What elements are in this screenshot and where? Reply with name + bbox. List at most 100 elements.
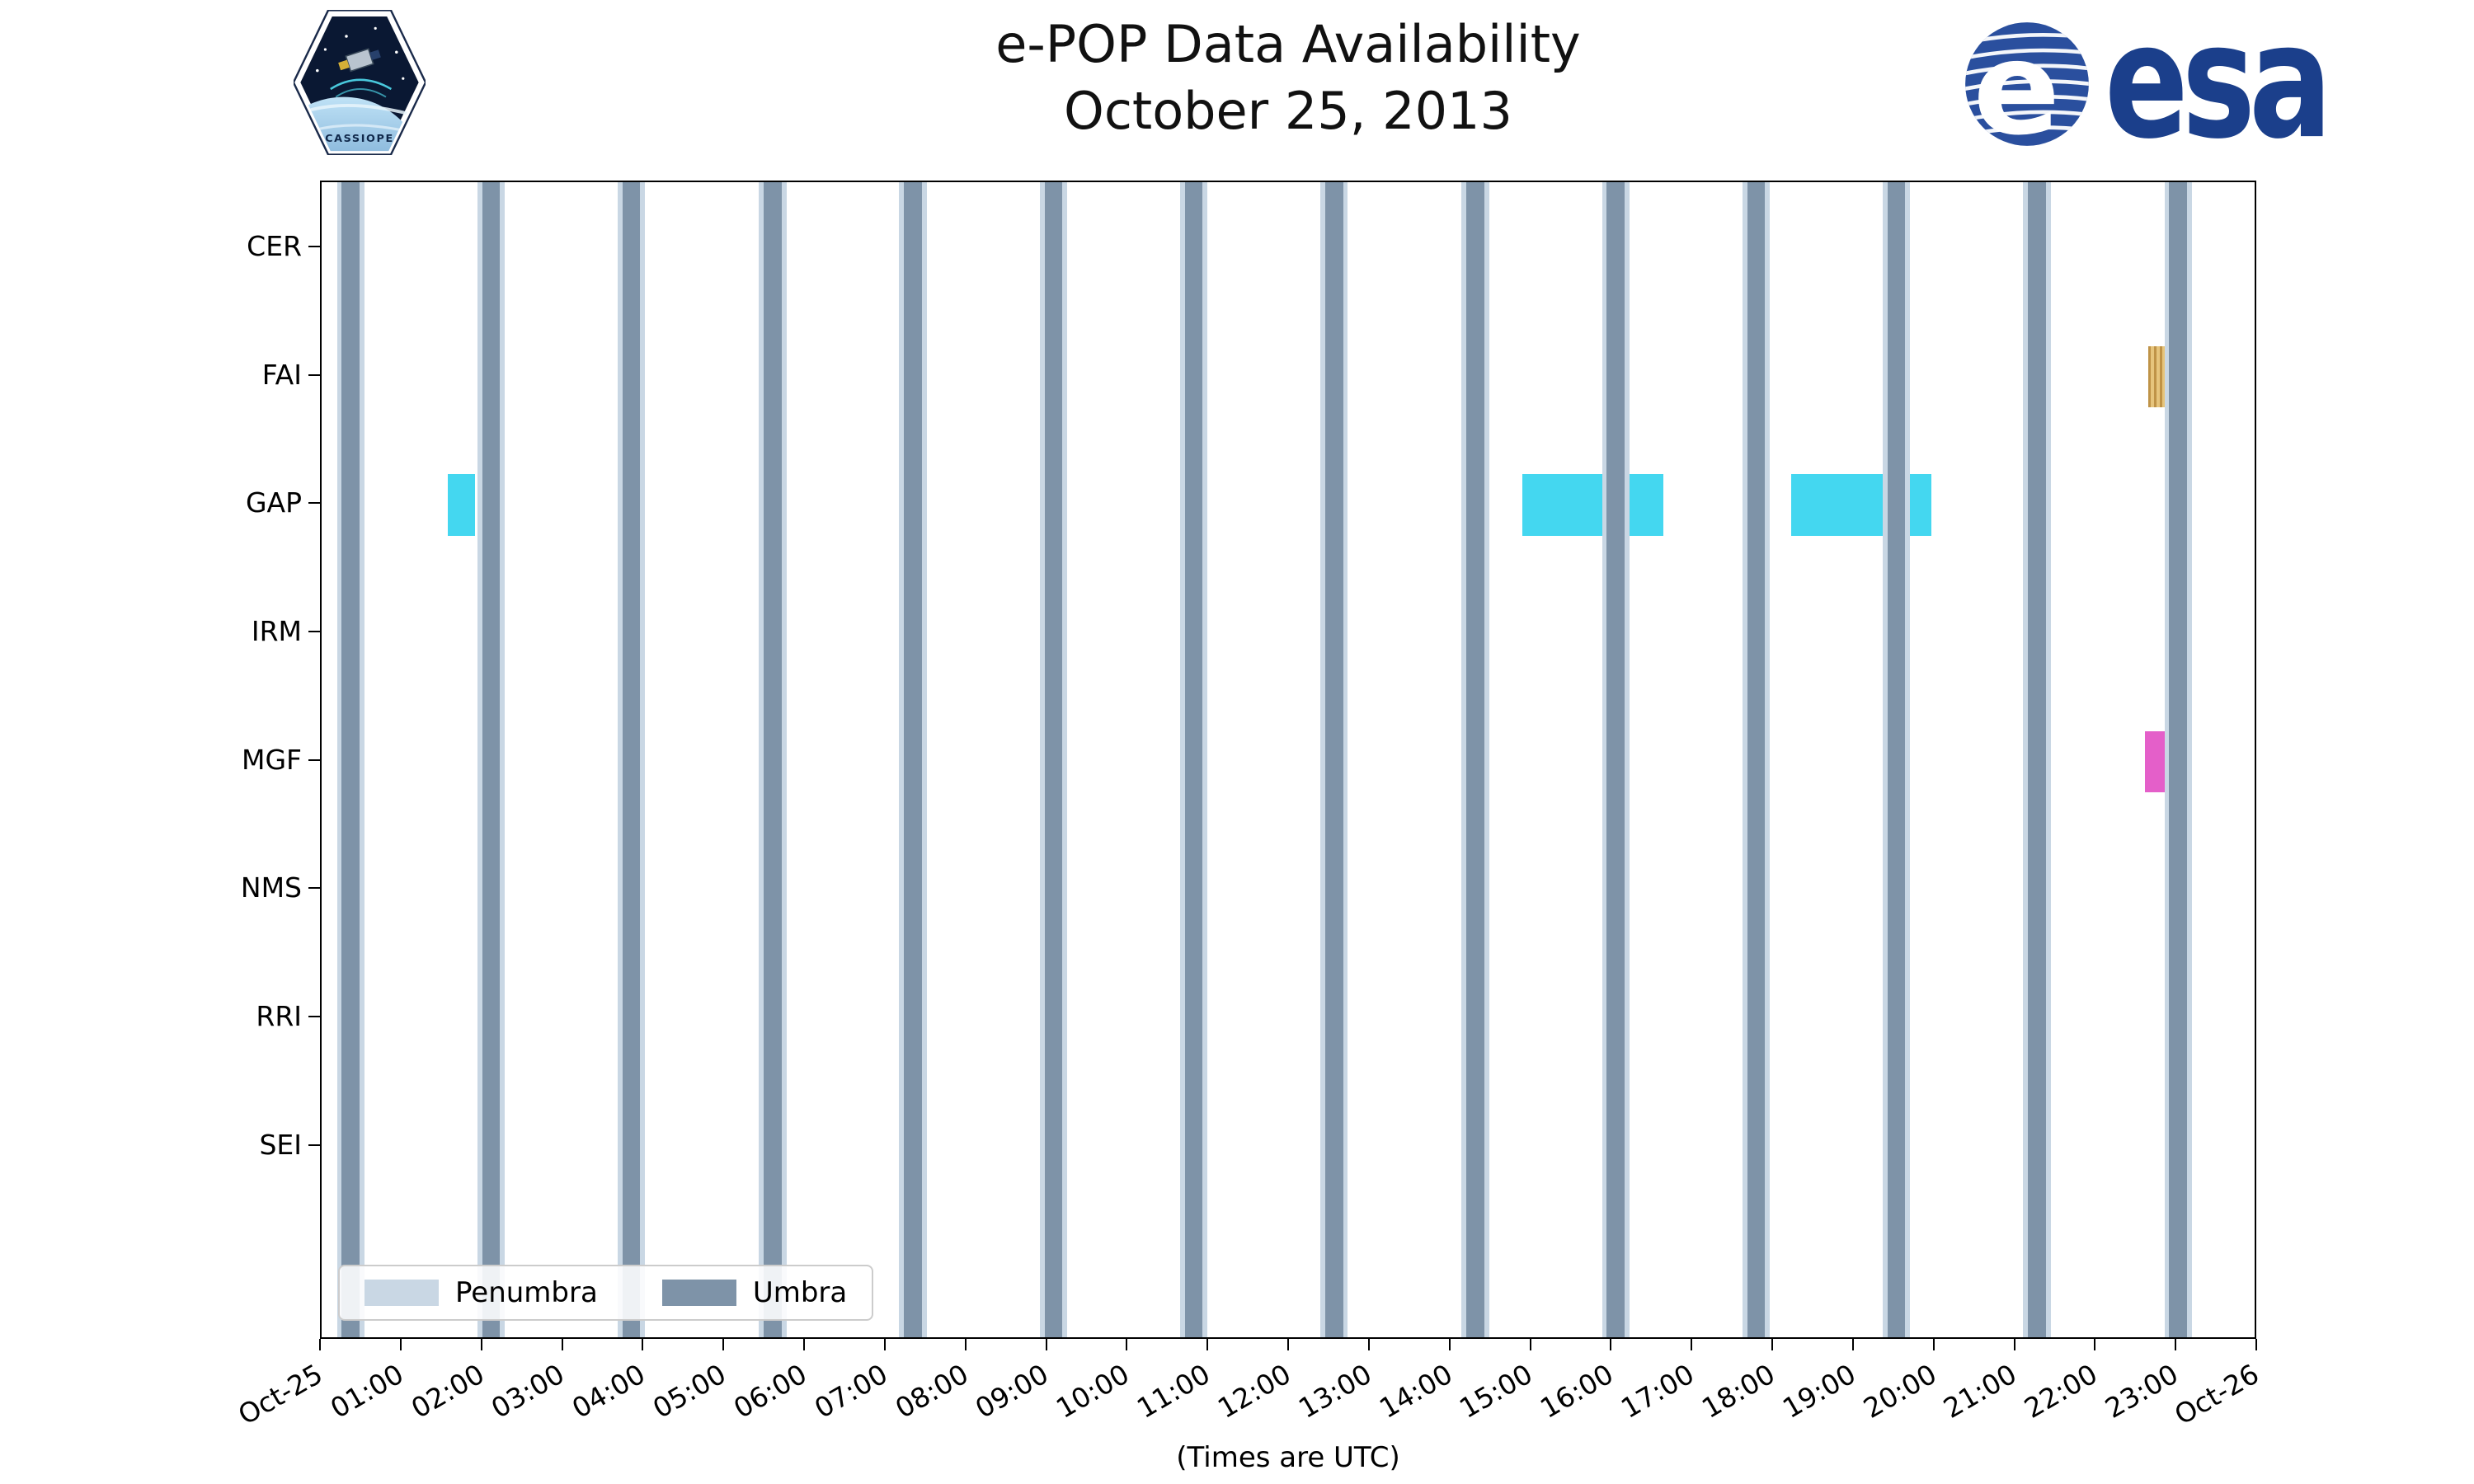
x-tick-label-text: 14:00 (1373, 1357, 1458, 1425)
x-tick-mark (1610, 1339, 1612, 1350)
x-tick-mark (2013, 1339, 2015, 1350)
signal-arc (330, 78, 393, 91)
y-tick-label: CER (247, 230, 302, 263)
umbra-band (1044, 182, 1063, 1337)
x-tick-mark (2175, 1339, 2177, 1350)
x-tick-mark (803, 1339, 805, 1350)
x-tick-label-text: 12:00 (1211, 1357, 1296, 1425)
x-tick-label-text: 22:00 (2019, 1357, 2104, 1425)
umbra-band (1606, 182, 1625, 1337)
x-tick-mark (1932, 1339, 1935, 1350)
x-tick-mark (1206, 1339, 1209, 1350)
x-tick-label-text: 08:00 (889, 1357, 974, 1425)
x-tick-mark (480, 1339, 482, 1350)
x-tick-label-text: Oct-26 (2169, 1357, 2265, 1431)
x-tick-label-text: 23:00 (2100, 1357, 2184, 1425)
y-tick-mark (308, 758, 320, 761)
y-tick-label: RRI (256, 1000, 302, 1033)
x-tick-label-text: 21:00 (1938, 1357, 2023, 1425)
x-tick-label-text: 17:00 (1616, 1357, 1700, 1425)
umbra-band (2169, 182, 2187, 1337)
x-tick-label-text: 01:00 (324, 1357, 409, 1425)
umbra-band (904, 182, 922, 1337)
esa-wordmark: esa (2105, 0, 2332, 175)
x-tick-label-text: 19:00 (1776, 1357, 1861, 1425)
x-tick-mark (1691, 1339, 1693, 1350)
x-tick-mark (1529, 1339, 1531, 1350)
x-tick-mark (1045, 1339, 1047, 1350)
umbra-band (341, 182, 360, 1337)
cassiope-wordmark: CASSIOPE (325, 133, 394, 145)
x-tick-mark (883, 1339, 886, 1350)
x-tick-mark (642, 1339, 644, 1350)
umbra-band (1887, 182, 1906, 1337)
umbra-band (2028, 182, 2046, 1337)
y-tick-mark (308, 1144, 320, 1146)
y-tick-mark (308, 373, 320, 376)
plot-area: Penumbra Umbra (320, 181, 2256, 1339)
y-tick-mark (308, 1016, 320, 1018)
x-tick-mark (1771, 1339, 1773, 1350)
x-tick-mark (2255, 1339, 2257, 1350)
y-tick-label: SEI (259, 1128, 302, 1161)
data-interval-gap (447, 474, 475, 536)
umbra-band (622, 182, 641, 1337)
x-tick-label-text: Oct-25 (233, 1357, 328, 1431)
chart-title-block: e-POP Data Availability October 25, 2013 (320, 12, 2256, 144)
x-tick-label-text: 18:00 (1696, 1357, 1780, 1425)
x-tick-label-text: 13:00 (1292, 1357, 1377, 1425)
x-tick-label-text: 11:00 (1131, 1357, 1216, 1425)
x-tick-label-text: 10:00 (1051, 1357, 1136, 1425)
x-tick-label-text: 09:00 (970, 1357, 1055, 1425)
umbra-band (1466, 182, 1484, 1337)
chart-subtitle: October 25, 2013 (1064, 80, 1512, 141)
x-tick-mark (1126, 1339, 1128, 1350)
y-tick-label: MGF (241, 743, 302, 776)
y-tick-label: IRM (251, 615, 302, 648)
x-tick-mark (722, 1339, 725, 1350)
chart-title: e-POP Data Availability (995, 14, 1581, 74)
svg-text:e: e (1973, 20, 2060, 148)
cassiope-mission-logo: CASSIOPE (294, 10, 426, 155)
y-tick-mark (308, 631, 320, 633)
x-tick-mark (1851, 1339, 1854, 1350)
x-tick-label-text: 03:00 (486, 1357, 571, 1425)
x-tick-label-text: 07:00 (808, 1357, 893, 1425)
x-tick-label-text: 05:00 (647, 1357, 731, 1425)
legend-swatch (365, 1280, 439, 1306)
x-tick-mark (1448, 1339, 1451, 1350)
y-tick-label: NMS (240, 871, 302, 904)
y-tick-label: GAP (245, 486, 302, 519)
x-tick-label-text: 20:00 (1857, 1357, 1942, 1425)
x-tick-label-text: 06:00 (727, 1357, 812, 1425)
x-tick-mark (1367, 1339, 1370, 1350)
x-tick-mark (2094, 1339, 2096, 1350)
x-tick-mark (964, 1339, 967, 1350)
x-tick-label-text: 02:00 (405, 1357, 490, 1425)
x-tick-mark (319, 1339, 321, 1350)
satellite-graphic (338, 48, 381, 73)
x-tick-mark (561, 1339, 563, 1350)
x-tick-mark (1287, 1339, 1289, 1350)
x-tick-label-text: 04:00 (567, 1357, 651, 1425)
umbra-band (482, 182, 501, 1337)
esa-logo: e esa (1963, 3, 2332, 162)
x-tick-mark (399, 1339, 402, 1350)
legend-label: Umbra (752, 1276, 848, 1309)
legend-swatch (661, 1280, 736, 1306)
y-tick-mark (308, 887, 320, 890)
umbra-band (764, 182, 782, 1337)
x-axis-label: (Times are UTC) (1176, 1441, 1400, 1474)
esa-globe-icon: e (1965, 20, 2089, 148)
y-tick-mark (308, 502, 320, 505)
y-tick-label: FAI (261, 358, 302, 391)
x-tick-label-text: 15:00 (1454, 1357, 1539, 1425)
legend-label: Penumbra (455, 1276, 598, 1309)
umbra-band (1325, 182, 1343, 1337)
x-tick-label-text: 16:00 (1535, 1357, 1620, 1425)
y-tick-mark (308, 246, 320, 248)
data-interval-gap (1522, 474, 1663, 536)
legend-entry: Penumbra (365, 1276, 598, 1309)
legend-entry: Umbra (661, 1276, 848, 1309)
